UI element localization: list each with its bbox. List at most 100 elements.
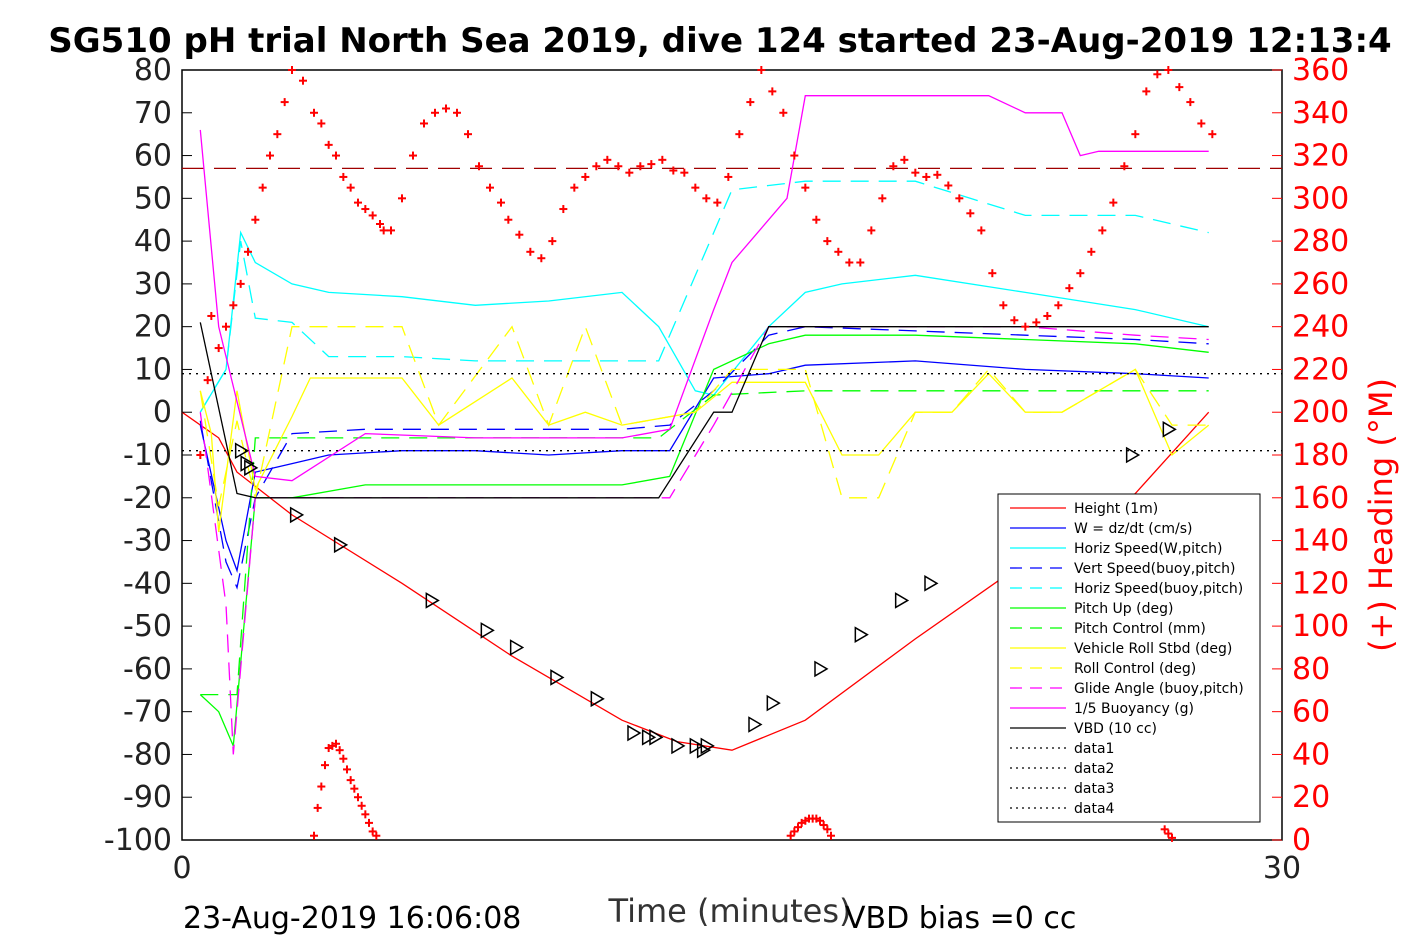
heading-point [658, 155, 667, 164]
heading-point [1168, 833, 1176, 842]
series-roll [199, 368, 1210, 533]
heading-point [786, 831, 795, 840]
heading-point [346, 776, 355, 785]
series-vert_buoy [199, 326, 1209, 590]
dive-marker [289, 506, 305, 524]
heading-point [244, 247, 252, 256]
heading-point [431, 108, 439, 117]
y-tick-label: 60 [134, 139, 172, 174]
dive-marker [748, 716, 763, 733]
dive-marker [590, 690, 605, 708]
y-right-tick-label: 100 [1292, 609, 1349, 644]
y-tick-label: 80 [134, 53, 172, 88]
left-axis: 80 70 60 50 40 30 20 10 0 -10 -20 -30 -40 -50 -60 -70 -8… [104, 53, 192, 858]
y-right-tick-label: 300 [1292, 181, 1349, 216]
heading-point [317, 782, 326, 791]
heading-point [768, 87, 777, 96]
dive-marker [854, 626, 869, 643]
heading-point [867, 226, 876, 235]
heading-point [801, 183, 810, 192]
heading-point [420, 119, 428, 128]
heading-point [497, 198, 505, 207]
y-right-tick-label: 40 [1292, 737, 1330, 772]
x-axis: 0 30 [172, 830, 1301, 886]
dive-marker [234, 442, 250, 460]
heading-point [464, 130, 472, 139]
y-right-tick-label: 200 [1292, 395, 1349, 430]
heading-point [196, 451, 205, 459]
legend-label-horiz_buoy: Horiz Speed(buoy,pitch) [1074, 581, 1243, 597]
heading-point [368, 827, 377, 836]
heading-point [346, 183, 355, 192]
heading-point [636, 162, 645, 171]
y-tick-label: 50 [134, 181, 172, 216]
legend-box [997, 493, 1261, 823]
heading-point [647, 160, 656, 169]
heading-point [222, 322, 230, 331]
dive-marker [696, 741, 712, 759]
heading-point [207, 311, 216, 320]
legend-label-vert_buoy: Vert Speed(buoy,pitch) [1074, 561, 1236, 577]
y-right-tick-label: 80 [1292, 652, 1330, 687]
heading-point [823, 825, 832, 834]
legend-label-data2: data2 [1074, 761, 1114, 777]
x-tick-label: 0 [172, 851, 191, 886]
heading-point [559, 205, 568, 214]
heading-point [350, 784, 359, 793]
heading-point [823, 237, 832, 246]
heading-point [955, 194, 964, 203]
heading-point [812, 215, 821, 224]
y-right-tick-label: 20 [1292, 780, 1330, 815]
heading-point [368, 211, 377, 220]
heading-point [1175, 83, 1184, 92]
heading-point [889, 162, 898, 171]
y-tick-label: 0 [153, 395, 172, 430]
chart-title: SG510 pH trial North Sea 2019, dive 124 … [48, 21, 1391, 61]
heading-point [999, 301, 1008, 310]
heading-point [794, 823, 802, 832]
heading-point [365, 818, 373, 827]
heading-point [1160, 825, 1169, 834]
heading-point [251, 215, 260, 224]
heading-point [288, 66, 296, 74]
series-w [199, 360, 1209, 573]
heading-point [1120, 162, 1129, 171]
heading-point [1186, 98, 1195, 107]
y-tick-label: -20 [123, 481, 172, 516]
dive-marker [814, 660, 829, 678]
dive-marker [649, 729, 664, 746]
right-axis: 3603403203002802602402202001801601401201… [1272, 53, 1349, 858]
heading-point [548, 237, 557, 246]
heading-point [735, 130, 744, 139]
heading-point [310, 108, 318, 117]
heading-point [409, 151, 417, 160]
heading-point [592, 162, 601, 171]
y-tick-label: -50 [123, 609, 172, 644]
heading-point [819, 821, 828, 830]
heading-point [1142, 87, 1151, 96]
dive-marker [627, 724, 642, 742]
plot-content [181, 66, 1282, 842]
heading-point [966, 209, 975, 218]
footer-vbd-bias: VBD bias =0 cc [845, 901, 1076, 936]
y-right-tick-label: 120 [1292, 566, 1349, 601]
heading-point [977, 226, 986, 235]
heading-point [299, 76, 307, 85]
heading-point [944, 181, 953, 190]
heading-point [332, 739, 340, 748]
y-tick-label: -40 [123, 566, 172, 601]
y-right-tick-label: 340 [1292, 96, 1349, 131]
legend: Height (1m) W = dz/dt (cm/s) Horiz Speed(W… [997, 493, 1261, 823]
legend-label-roll_ctl: Roll Control (deg) [1074, 661, 1196, 677]
y-right-tick-label: 260 [1292, 267, 1349, 302]
heading-point [273, 130, 282, 139]
series-horiz_w [199, 230, 1209, 413]
heading-point [343, 765, 351, 774]
y-right-tick-label: 180 [1292, 438, 1349, 473]
heading-point [317, 119, 326, 128]
heading-point [361, 810, 370, 819]
heading-point [790, 827, 799, 836]
y-right-tick-label: 60 [1292, 695, 1330, 730]
series-horiz_buoy [199, 180, 1209, 413]
